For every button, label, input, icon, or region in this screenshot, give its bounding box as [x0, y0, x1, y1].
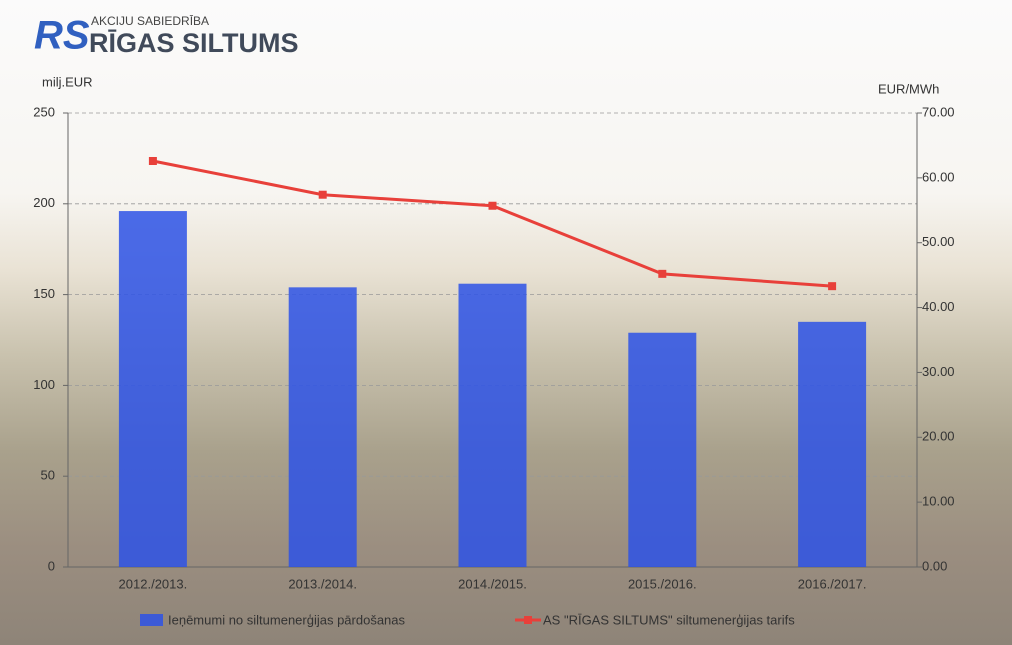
logo-mark: RS: [34, 14, 90, 58]
y2-tick-label: 0.00: [922, 558, 947, 573]
y2-tick-label: 70.00: [922, 104, 955, 119]
y-tick-label: 150: [33, 286, 55, 301]
bar: [288, 287, 357, 567]
y2-tick-label: 10.00: [922, 494, 955, 509]
company-name: RĪGAS SILTUMS: [89, 28, 299, 58]
x-tick-label: 2012./2013.: [119, 576, 188, 591]
x-tick-label: 2014./2015.: [458, 576, 527, 591]
y2-tick-label: 60.00: [922, 169, 955, 184]
legend-label: Ieņēmumi no siltumenerģijas pārdošanas: [168, 612, 406, 627]
y2-tick-label: 30.00: [922, 364, 955, 379]
marker: [658, 269, 667, 278]
marker: [488, 201, 497, 210]
company-type: AKCIJU SABIEDRĪBA: [91, 14, 209, 28]
marker: [148, 156, 157, 165]
y-tick-label: 250: [33, 104, 55, 119]
y-tick-label: 100: [33, 377, 55, 392]
bar: [798, 321, 867, 567]
bar: [458, 283, 527, 567]
y-axis-title: milj.EUR: [42, 74, 93, 89]
y-tick-label: 50: [41, 468, 55, 483]
x-tick-label: 2015./2016.: [628, 576, 697, 591]
bar: [118, 211, 187, 567]
legend-swatch: [524, 616, 532, 624]
marker: [318, 190, 327, 199]
line: [152, 159, 833, 288]
bar: [628, 332, 697, 567]
y-tick-label: 0: [48, 558, 55, 573]
legend-label: AS "RĪGAS SILTUMS" siltumenerģijas tarif…: [543, 612, 795, 627]
y2-tick-label: 40.00: [922, 299, 955, 314]
x-tick-label: 2016./2017.: [798, 576, 867, 591]
marker: [828, 282, 837, 291]
y2-axis-title: EUR/MWh: [878, 81, 939, 96]
x-tick-label: 2013./2014.: [288, 576, 357, 591]
y-tick-label: 200: [33, 195, 55, 210]
y2-tick-label: 20.00: [922, 429, 955, 444]
legend-swatch: [140, 614, 163, 626]
y2-tick-label: 50.00: [922, 234, 955, 249]
